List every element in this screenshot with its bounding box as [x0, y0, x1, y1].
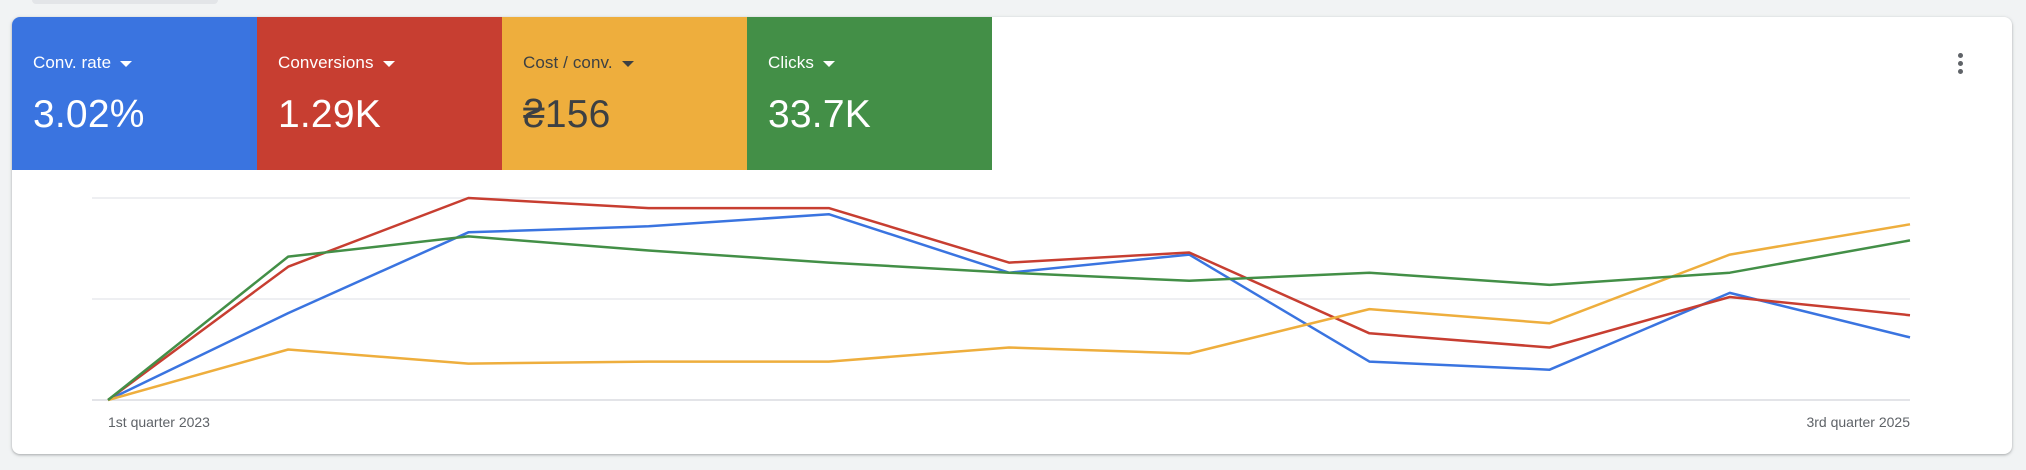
chart-series: [107, 196, 1911, 402]
x-axis-end-label: 3rd quarter 2025: [1806, 414, 1910, 430]
metric-tile-conv-rate[interactable]: Conv. rate 3.02%: [12, 17, 257, 170]
metric-label-row: Clicks: [768, 51, 992, 75]
metric-value: 33.7K: [768, 93, 871, 136]
series-line-cost-conv: [107, 223, 1911, 402]
dropdown-caret-icon[interactable]: [822, 60, 835, 67]
metric-tiles: Conv. rate 3.02% Conversions 1.29K Cost …: [12, 17, 992, 170]
dropdown-caret-icon[interactable]: [120, 60, 133, 67]
metric-label-row: Cost / conv.: [523, 51, 747, 75]
x-axis-start-label: 1st quarter 2023: [108, 414, 210, 430]
metric-label: Conversions: [278, 53, 374, 72]
performance-card: Conv. rate 3.02% Conversions 1.29K Cost …: [12, 17, 2012, 454]
metric-value: 1.29K: [278, 93, 381, 136]
metric-label-row: Conv. rate: [33, 51, 257, 75]
metric-label: Cost / conv.: [523, 53, 613, 72]
top-tab-hint: [32, 0, 218, 4]
more-dot: [1957, 52, 1963, 58]
metric-tile-conversions[interactable]: Conversions 1.29K: [257, 17, 502, 170]
chart-grid: [92, 197, 1910, 401]
dropdown-caret-icon[interactable]: [382, 60, 395, 67]
metric-label: Conv. rate: [33, 53, 112, 72]
metric-label-row: Conversions: [278, 51, 502, 75]
metric-value: ₴156: [523, 93, 611, 136]
metric-label: Clicks: [768, 53, 814, 72]
metric-tile-cost-per-conv[interactable]: Cost / conv. ₴156: [502, 17, 747, 170]
more-vert-icon[interactable]: [1948, 51, 1972, 75]
metric-tile-clicks[interactable]: Clicks 33.7K: [747, 17, 992, 170]
more-dot: [1957, 60, 1963, 66]
line-chart: 1st quarter 2023 3rd quarter 2025: [92, 196, 1911, 430]
series-line-conv-rate: [107, 212, 1911, 402]
dropdown-caret-icon[interactable]: [621, 60, 634, 67]
series-line-clicks: [107, 235, 1911, 401]
metric-value: 3.02%: [33, 93, 145, 136]
series-line-conversions: [107, 196, 1911, 402]
more-dot: [1957, 68, 1963, 74]
